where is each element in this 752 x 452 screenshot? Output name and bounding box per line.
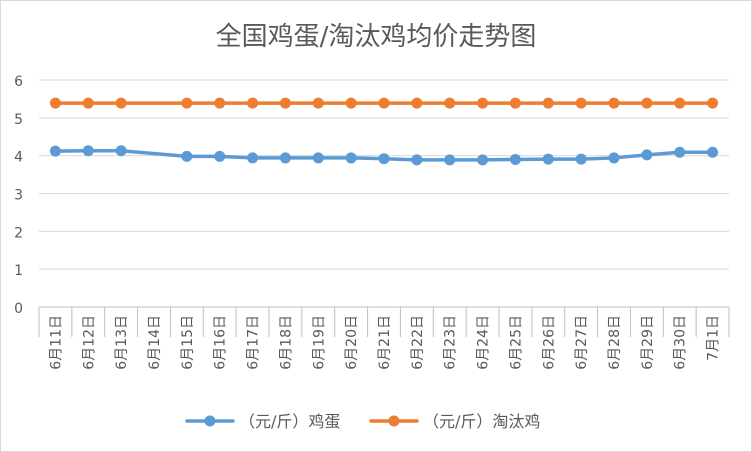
x-tick-label: 6月27日 — [574, 315, 590, 370]
y-tick-label: 2 — [14, 225, 23, 241]
data-point — [641, 97, 653, 109]
data-point — [444, 154, 456, 166]
data-point — [477, 154, 489, 166]
y-tick-label: 1 — [14, 263, 23, 279]
data-point — [115, 97, 127, 109]
x-tick-label: 6月20日 — [344, 315, 360, 370]
series-group — [49, 97, 719, 166]
data-point — [214, 150, 226, 162]
y-tick-label: 0 — [14, 301, 23, 317]
data-point — [49, 145, 61, 157]
x-tick-label: 6月16日 — [213, 315, 229, 370]
data-point — [674, 97, 686, 109]
data-point — [279, 97, 291, 109]
y-tick-label: 5 — [14, 112, 23, 128]
data-point — [411, 97, 423, 109]
data-point — [641, 149, 653, 161]
data-point — [345, 152, 357, 164]
data-point — [575, 97, 587, 109]
grid-lines — [39, 79, 729, 308]
x-tick-label: 6月11日 — [48, 315, 64, 370]
legend: （元/斤）鸡蛋 （元/斤）淘汰鸡 — [185, 412, 540, 431]
legend-label: （元/斤）淘汰鸡 — [423, 412, 540, 431]
x-tick-label: 6月26日 — [541, 315, 557, 370]
data-point — [312, 152, 324, 164]
data-point — [181, 97, 193, 109]
x-tick-label: 6月17日 — [246, 315, 262, 370]
data-point — [575, 153, 587, 165]
data-point — [477, 97, 489, 109]
x-tick-label: 6月25日 — [508, 315, 524, 370]
data-point — [542, 97, 554, 109]
x-tick-label: 6月12日 — [81, 315, 97, 370]
x-tick-label: 6月29日 — [640, 315, 656, 370]
y-tick-label: 3 — [14, 188, 23, 204]
x-tick-label: 6月28日 — [607, 315, 623, 370]
data-point — [378, 153, 390, 165]
data-point — [82, 145, 94, 157]
data-point — [674, 146, 686, 158]
x-tick-label: 6月22日 — [410, 315, 426, 370]
data-point — [279, 152, 291, 164]
x-tick-label: 6月30日 — [673, 315, 689, 370]
x-tick-label: 6月14日 — [147, 315, 163, 370]
legend-swatch-marker — [204, 415, 216, 427]
x-tick-label: 6月19日 — [311, 315, 327, 370]
data-point — [181, 150, 193, 162]
x-tick-label: 6月15日 — [180, 315, 196, 370]
data-point — [608, 97, 620, 109]
data-point — [115, 145, 127, 157]
y-axis: 0 1 2 3 4 5 6 — [14, 74, 23, 317]
data-point — [509, 97, 521, 109]
x-tick-label: 6月23日 — [443, 315, 459, 370]
data-point — [49, 97, 61, 109]
data-point — [444, 97, 456, 109]
x-tick-label: 6月18日 — [278, 315, 294, 370]
legend-label: （元/斤）鸡蛋 — [239, 412, 340, 431]
x-axis: 6月11日 6月12日 6月13日 6月14日 6月15日 6月16日 6月17日 6月18日… — [38, 307, 730, 370]
data-point — [345, 97, 357, 109]
data-point — [214, 97, 226, 109]
data-point — [707, 146, 719, 158]
x-tick-label: 7月1日 — [706, 315, 722, 361]
chart-title: 全国鸡蛋/淘汰鸡均价走势图 — [216, 22, 537, 52]
data-point — [247, 97, 259, 109]
y-tick-label: 6 — [14, 74, 23, 90]
x-tick-label: 6月24日 — [476, 315, 492, 370]
y-tick-label: 4 — [14, 150, 23, 166]
data-point — [411, 154, 423, 166]
legend-swatch-marker — [388, 415, 400, 427]
data-point — [542, 153, 554, 165]
data-point — [82, 97, 94, 109]
data-point — [707, 97, 719, 109]
data-point — [608, 152, 620, 164]
x-tick-label: 6月21日 — [377, 315, 393, 370]
data-point — [378, 97, 390, 109]
data-point — [247, 152, 259, 164]
x-tick-label: 6月13日 — [114, 315, 130, 370]
data-point — [509, 153, 521, 165]
data-point — [312, 97, 324, 109]
